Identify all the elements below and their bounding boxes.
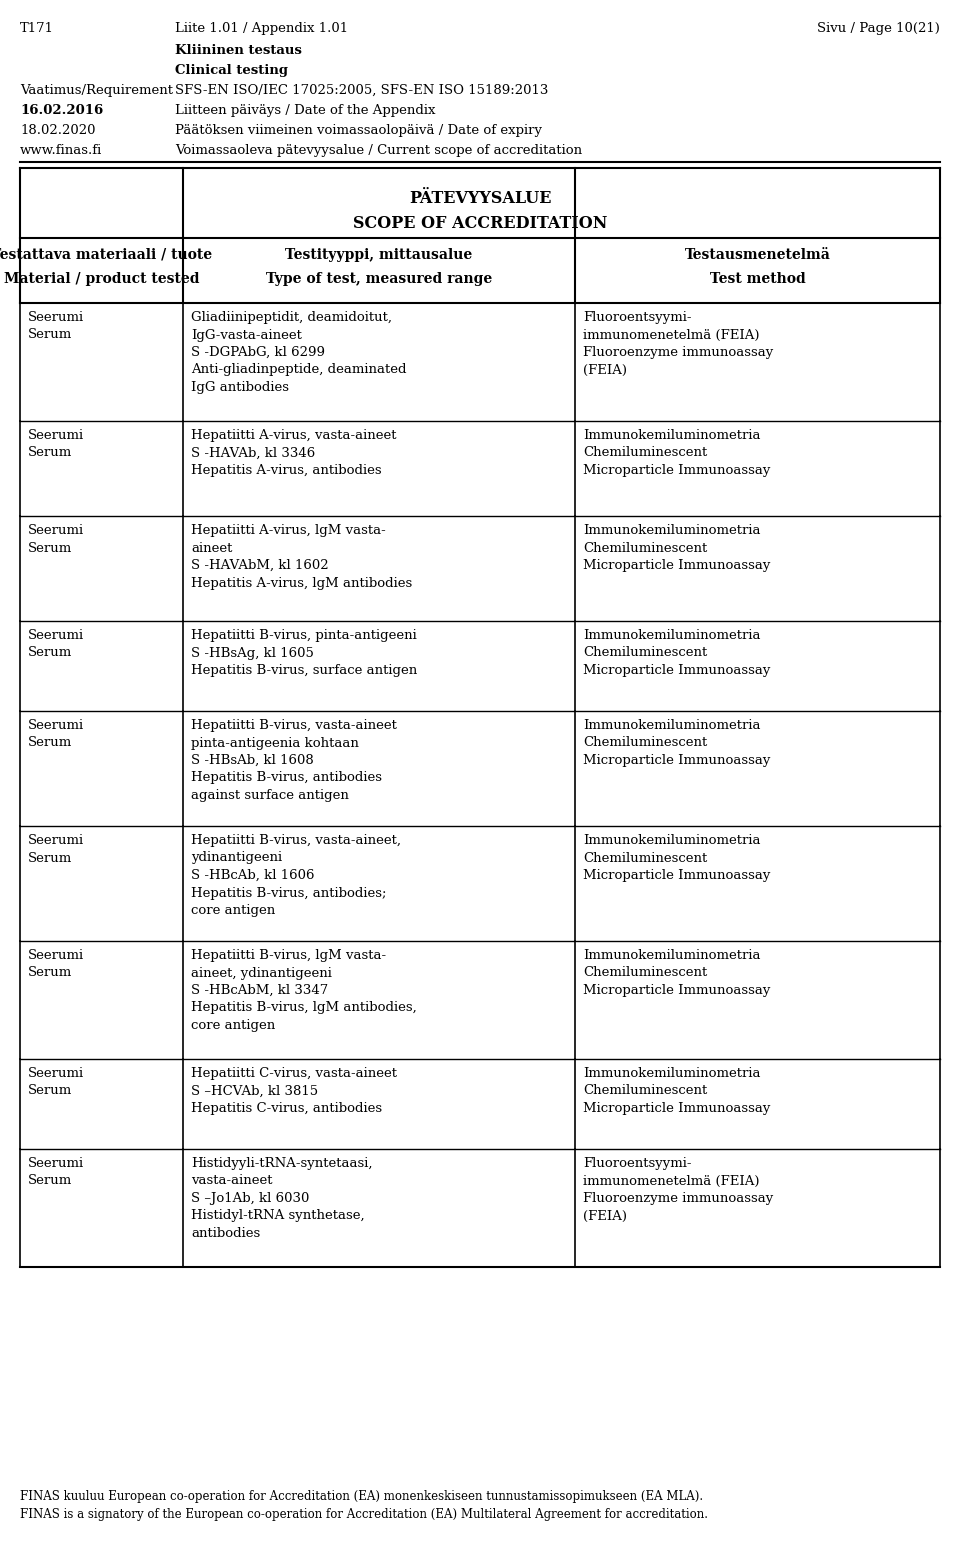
Text: Test method: Test method (709, 272, 805, 286)
Text: Liitteen päiväys / Date of the Appendix: Liitteen päiväys / Date of the Appendix (175, 104, 436, 117)
Text: Material / product tested: Material / product tested (4, 272, 200, 286)
Text: SFS-EN ISO/IEC 17025:2005, SFS-EN ISO 15189:2013: SFS-EN ISO/IEC 17025:2005, SFS-EN ISO 15… (175, 84, 548, 96)
Text: FINAS kuuluu European co-operation for Accreditation (EA) monenkeskiseen tunnust: FINAS kuuluu European co-operation for A… (20, 1490, 708, 1521)
Text: Immunokemiluminometria
Chemiluminescent
Microparticle Immunoassay: Immunokemiluminometria Chemiluminescent … (583, 629, 770, 678)
Text: Sivu / Page 10(21): Sivu / Page 10(21) (817, 22, 940, 36)
Text: 16.02.2016: 16.02.2016 (20, 104, 104, 117)
Text: Seerumi
Serum: Seerumi Serum (28, 1068, 84, 1097)
Text: Hepatiitti B-virus, pinta-antigeeni
S -HBsAg, kl 1605
Hepatitis B-virus, surface: Hepatiitti B-virus, pinta-antigeeni S -H… (191, 629, 418, 678)
Text: Vaatimus/Requirement: Vaatimus/Requirement (20, 84, 173, 96)
Text: Hepatiitti C-virus, vasta-aineet
S –HCVAb, kl 3815
Hepatitis C-virus, antibodies: Hepatiitti C-virus, vasta-aineet S –HCVA… (191, 1068, 397, 1116)
Text: SCOPE OF ACCREDITATION: SCOPE OF ACCREDITATION (353, 214, 607, 232)
Text: Immunokemiluminometria
Chemiluminescent
Microparticle Immunoassay: Immunokemiluminometria Chemiluminescent … (583, 834, 770, 883)
Text: Gliadiinipeptidit, deamidoitut,
IgG-vasta-aineet
S -DGPAbG, kl 6299
Anti-gliadin: Gliadiinipeptidit, deamidoitut, IgG-vast… (191, 311, 406, 395)
Text: Fluoroentsyymi-
immunomenetelmä (FEIA)
Fluoroenzyme immunoassay
(FEIA): Fluoroentsyymi- immunomenetelmä (FEIA) F… (583, 311, 773, 376)
Text: Seerumi
Serum: Seerumi Serum (28, 834, 84, 864)
Text: Type of test, measured range: Type of test, measured range (266, 272, 492, 286)
Text: Immunokemiluminometria
Chemiluminescent
Microparticle Immunoassay: Immunokemiluminometria Chemiluminescent … (583, 524, 770, 572)
Text: Histidyyli-tRNA-syntetaasi,
vasta-aineet
S –Jo1Ab, kl 6030
Histidyl-tRNA synthet: Histidyyli-tRNA-syntetaasi, vasta-aineet… (191, 1158, 372, 1240)
Text: Seerumi
Serum: Seerumi Serum (28, 524, 84, 555)
Text: Liite 1.01 / Appendix 1.01: Liite 1.01 / Appendix 1.01 (175, 22, 348, 36)
Text: PÄTEVYYSALUE: PÄTEVYYSALUE (409, 190, 551, 207)
Text: T171: T171 (20, 22, 54, 36)
Text: Testityyppi, mittausalue: Testityyppi, mittausalue (285, 249, 472, 263)
Text: Voimassaoleva pätevyysalue / Current scope of accreditation: Voimassaoleva pätevyysalue / Current sco… (175, 145, 582, 157)
Text: Immunokemiluminometria
Chemiluminescent
Microparticle Immunoassay: Immunokemiluminometria Chemiluminescent … (583, 1068, 770, 1116)
Text: Testattava materiaali / tuote: Testattava materiaali / tuote (0, 249, 212, 263)
Text: Fluoroentsyymi-
immunomenetelmä (FEIA)
Fluoroenzyme immunoassay
(FEIA): Fluoroentsyymi- immunomenetelmä (FEIA) F… (583, 1158, 773, 1223)
Text: Hepatiitti B-virus, vasta-aineet
pinta-antigeenia kohtaan
S -HBsAb, kl 1608
Hepa: Hepatiitti B-virus, vasta-aineet pinta-a… (191, 720, 396, 802)
Text: Immunokemiluminometria
Chemiluminescent
Microparticle Immunoassay: Immunokemiluminometria Chemiluminescent … (583, 429, 770, 477)
Text: Clinical testing: Clinical testing (175, 64, 288, 78)
Text: 18.02.2020: 18.02.2020 (20, 124, 95, 137)
Text: www.finas.fi: www.finas.fi (20, 145, 103, 157)
Text: Hepatiitti A-virus, lgM vasta-
aineet
S -HAVAbM, kl 1602
Hepatitis A-virus, lgM : Hepatiitti A-virus, lgM vasta- aineet S … (191, 524, 412, 589)
Text: Seerumi
Serum: Seerumi Serum (28, 429, 84, 460)
Text: Immunokemiluminometria
Chemiluminescent
Microparticle Immunoassay: Immunokemiluminometria Chemiluminescent … (583, 949, 770, 998)
Text: Seerumi
Serum: Seerumi Serum (28, 629, 84, 659)
Text: Kliininen testaus: Kliininen testaus (175, 44, 301, 57)
Text: Seerumi
Serum: Seerumi Serum (28, 949, 84, 979)
Text: Päätöksen viimeinen voimassaolopäivä / Date of expiry: Päätöksen viimeinen voimassaolopäivä / D… (175, 124, 542, 137)
Text: Seerumi
Serum: Seerumi Serum (28, 1158, 84, 1187)
Text: Hepatiitti A-virus, vasta-aineet
S -HAVAb, kl 3346
Hepatitis A-virus, antibodies: Hepatiitti A-virus, vasta-aineet S -HAVA… (191, 429, 396, 477)
Text: Hepatiitti B-virus, lgM vasta-
aineet, ydinantigeeni
S -HBcAbM, kl 3347
Hepatiti: Hepatiitti B-virus, lgM vasta- aineet, y… (191, 949, 417, 1032)
Text: Hepatiitti B-virus, vasta-aineet,
ydinantigeeni
S -HBcAb, kl 1606
Hepatitis B-vi: Hepatiitti B-virus, vasta-aineet, ydinan… (191, 834, 401, 917)
Text: Immunokemiluminometria
Chemiluminescent
Microparticle Immunoassay: Immunokemiluminometria Chemiluminescent … (583, 720, 770, 768)
Text: Seerumi
Serum: Seerumi Serum (28, 311, 84, 342)
Text: Seerumi
Serum: Seerumi Serum (28, 720, 84, 749)
Text: Testausmenetelmä: Testausmenetelmä (684, 249, 830, 263)
